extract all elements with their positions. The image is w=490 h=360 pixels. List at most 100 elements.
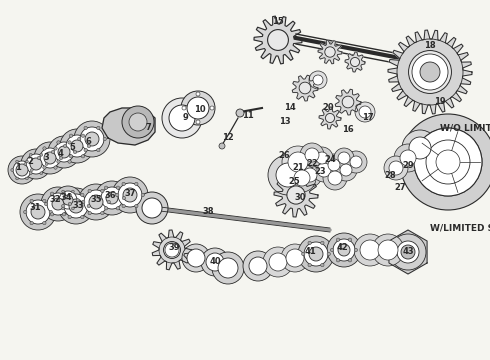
- Circle shape: [59, 156, 63, 160]
- Circle shape: [44, 152, 56, 164]
- Circle shape: [400, 114, 490, 210]
- Text: 20: 20: [322, 104, 334, 112]
- Circle shape: [335, 159, 357, 181]
- Circle shape: [325, 113, 335, 122]
- Circle shape: [118, 183, 142, 207]
- Circle shape: [26, 154, 46, 174]
- Circle shape: [72, 190, 74, 193]
- Text: 21: 21: [292, 163, 304, 172]
- Circle shape: [287, 186, 305, 204]
- Circle shape: [306, 244, 326, 264]
- Circle shape: [135, 182, 138, 186]
- Circle shape: [304, 242, 328, 266]
- Circle shape: [88, 189, 91, 193]
- Circle shape: [40, 153, 43, 156]
- Text: 42: 42: [336, 243, 348, 252]
- Circle shape: [81, 134, 85, 138]
- Circle shape: [54, 142, 74, 162]
- Circle shape: [350, 58, 360, 67]
- Circle shape: [34, 142, 66, 174]
- Circle shape: [268, 155, 308, 195]
- Circle shape: [372, 234, 404, 266]
- Circle shape: [76, 199, 79, 201]
- Circle shape: [339, 245, 349, 255]
- Circle shape: [334, 148, 354, 168]
- Circle shape: [212, 252, 244, 284]
- Circle shape: [426, 140, 470, 184]
- Text: 29: 29: [402, 161, 414, 170]
- Text: W/O LIMITED SLIP: W/O LIMITED SLIP: [440, 123, 490, 132]
- Circle shape: [70, 155, 73, 158]
- Circle shape: [74, 150, 77, 154]
- Text: 31: 31: [29, 203, 41, 212]
- Circle shape: [87, 144, 91, 148]
- Circle shape: [45, 163, 48, 165]
- Circle shape: [40, 172, 43, 175]
- Text: 15: 15: [272, 18, 284, 27]
- Polygon shape: [335, 89, 361, 115]
- Text: 1: 1: [15, 163, 21, 172]
- Circle shape: [43, 221, 46, 225]
- Circle shape: [135, 204, 138, 208]
- Circle shape: [340, 164, 352, 176]
- Circle shape: [62, 207, 65, 210]
- Circle shape: [354, 234, 386, 266]
- Circle shape: [101, 211, 104, 215]
- Circle shape: [106, 192, 118, 204]
- Text: 36: 36: [104, 192, 116, 201]
- Circle shape: [80, 127, 104, 151]
- Circle shape: [47, 193, 69, 215]
- Text: 14: 14: [284, 104, 296, 112]
- Text: W/LIMITED SLIP: W/LIMITED SLIP: [430, 224, 490, 233]
- Circle shape: [323, 154, 345, 176]
- Circle shape: [181, 91, 215, 125]
- Circle shape: [389, 161, 403, 175]
- Circle shape: [30, 221, 33, 225]
- Circle shape: [58, 146, 70, 158]
- Circle shape: [354, 248, 358, 252]
- Text: 4: 4: [57, 148, 63, 158]
- Circle shape: [309, 247, 323, 261]
- Circle shape: [333, 239, 355, 261]
- Circle shape: [414, 128, 482, 196]
- Text: 26: 26: [278, 150, 290, 159]
- Circle shape: [348, 258, 352, 262]
- Circle shape: [63, 195, 73, 205]
- Circle shape: [54, 186, 82, 214]
- Text: 32: 32: [49, 195, 61, 204]
- Circle shape: [414, 128, 482, 196]
- Circle shape: [210, 106, 214, 110]
- Circle shape: [401, 245, 415, 259]
- Text: 39: 39: [168, 243, 180, 252]
- Circle shape: [8, 156, 36, 184]
- Circle shape: [182, 244, 210, 272]
- Circle shape: [87, 204, 91, 208]
- Circle shape: [206, 253, 224, 271]
- Circle shape: [243, 251, 273, 281]
- Text: 11: 11: [242, 112, 254, 121]
- Circle shape: [397, 241, 419, 263]
- Circle shape: [11, 168, 14, 171]
- Polygon shape: [319, 107, 341, 129]
- Circle shape: [142, 198, 162, 218]
- Circle shape: [43, 199, 46, 203]
- Circle shape: [320, 264, 324, 267]
- Circle shape: [348, 238, 352, 241]
- Circle shape: [300, 143, 324, 167]
- Circle shape: [196, 120, 200, 124]
- Circle shape: [81, 155, 85, 158]
- Circle shape: [50, 213, 54, 216]
- Circle shape: [263, 247, 293, 277]
- Circle shape: [426, 140, 470, 184]
- Circle shape: [63, 144, 67, 148]
- Circle shape: [85, 132, 99, 146]
- Circle shape: [84, 148, 87, 152]
- Circle shape: [21, 149, 51, 179]
- Circle shape: [342, 96, 354, 108]
- Circle shape: [74, 121, 110, 157]
- Circle shape: [164, 242, 180, 258]
- Circle shape: [78, 184, 114, 220]
- Circle shape: [40, 148, 60, 168]
- Circle shape: [25, 177, 28, 180]
- Text: 33: 33: [72, 201, 84, 210]
